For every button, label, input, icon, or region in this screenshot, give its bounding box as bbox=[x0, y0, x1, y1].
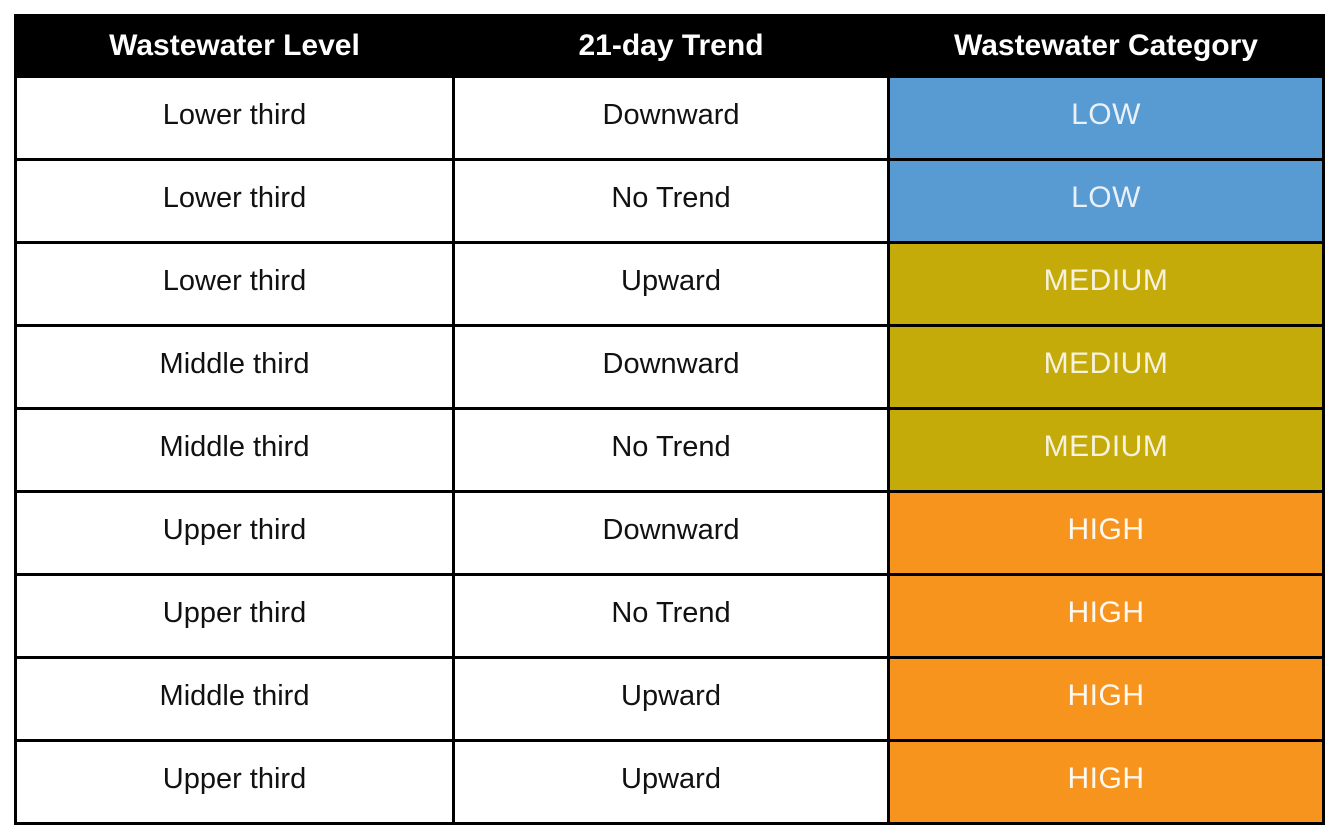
cell-wastewater-level: Lower third bbox=[14, 158, 455, 244]
col-header-21-day-trend: 21-day Trend bbox=[452, 14, 890, 78]
table-row: Middle third Upward HIGH bbox=[14, 656, 1325, 742]
cell-category: HIGH bbox=[887, 656, 1325, 742]
cell-trend: No Trend bbox=[452, 407, 890, 493]
cell-category: LOW bbox=[887, 75, 1325, 161]
table-row: Lower third Downward LOW bbox=[14, 75, 1325, 161]
cell-wastewater-level: Upper third bbox=[14, 573, 455, 659]
cell-category: HIGH bbox=[887, 490, 1325, 576]
header-row: Wastewater Level 21-day Trend Wastewater… bbox=[14, 14, 1325, 78]
cell-category: MEDIUM bbox=[887, 407, 1325, 493]
cell-category: HIGH bbox=[887, 573, 1325, 659]
cell-wastewater-level: Lower third bbox=[14, 241, 455, 327]
table-row: Middle third Downward MEDIUM bbox=[14, 324, 1325, 410]
wastewater-category-table: Wastewater Level 21-day Trend Wastewater… bbox=[14, 14, 1325, 825]
cell-trend: Upward bbox=[452, 656, 890, 742]
cell-trend: Upward bbox=[452, 241, 890, 327]
page: Wastewater Level 21-day Trend Wastewater… bbox=[14, 14, 1325, 825]
cell-category: LOW bbox=[887, 158, 1325, 244]
cell-trend: No Trend bbox=[452, 158, 890, 244]
cell-category: HIGH bbox=[887, 739, 1325, 825]
cell-wastewater-level: Upper third bbox=[14, 490, 455, 576]
cell-trend: Downward bbox=[452, 75, 890, 161]
cell-category: MEDIUM bbox=[887, 324, 1325, 410]
cell-trend: Downward bbox=[452, 490, 890, 576]
cell-category: MEDIUM bbox=[887, 241, 1325, 327]
cell-trend: Upward bbox=[452, 739, 890, 825]
cell-wastewater-level: Lower third bbox=[14, 75, 455, 161]
table-row: Lower third Upward MEDIUM bbox=[14, 241, 1325, 327]
cell-trend: No Trend bbox=[452, 573, 890, 659]
cell-wastewater-level: Middle third bbox=[14, 656, 455, 742]
table-row: Middle third No Trend MEDIUM bbox=[14, 407, 1325, 493]
table-row: Lower third No Trend LOW bbox=[14, 158, 1325, 244]
cell-wastewater-level: Upper third bbox=[14, 739, 455, 825]
cell-wastewater-level: Middle third bbox=[14, 407, 455, 493]
table-row: Upper third Upward HIGH bbox=[14, 739, 1325, 825]
col-header-wastewater-category: Wastewater Category bbox=[887, 14, 1325, 78]
table-row: Upper third Downward HIGH bbox=[14, 490, 1325, 576]
table-body: Lower third Downward LOW Lower third No … bbox=[14, 75, 1325, 825]
table-row: Upper third No Trend HIGH bbox=[14, 573, 1325, 659]
col-header-wastewater-level: Wastewater Level bbox=[14, 14, 455, 78]
cell-trend: Downward bbox=[452, 324, 890, 410]
cell-wastewater-level: Middle third bbox=[14, 324, 455, 410]
